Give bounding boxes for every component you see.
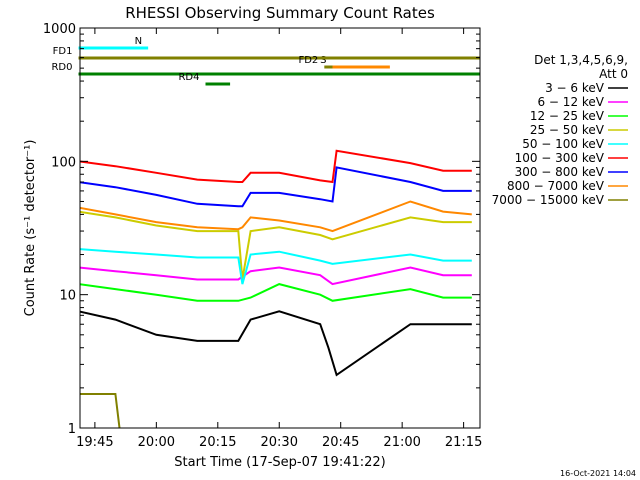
annotation-label-rd4: RD4 bbox=[178, 72, 199, 83]
legend-label-5: 100 − 300 keV bbox=[515, 151, 605, 165]
annotation-label-n: N bbox=[135, 36, 142, 47]
y-tick-label-2: 100 bbox=[51, 155, 76, 170]
series-line-2 bbox=[80, 283, 472, 302]
annotation-label-s: S bbox=[320, 55, 326, 66]
series-line-8 bbox=[80, 393, 121, 428]
legend-label-8: 7000 − 15000 keV bbox=[492, 193, 605, 207]
x-tick-label-0: 19:45 bbox=[76, 435, 113, 450]
y-tick-label-1: 10 bbox=[59, 289, 76, 304]
legend-header-line-1: Att 0 bbox=[599, 67, 628, 81]
legend-header-line-0: Det 1,3,4,5,6,9, bbox=[534, 53, 628, 67]
annotation-label-fd1: FD1 bbox=[53, 46, 73, 57]
series-line-1 bbox=[80, 266, 472, 286]
x-tick-label-2: 20:15 bbox=[199, 435, 236, 450]
x-tick-label-3: 20:30 bbox=[261, 435, 298, 450]
legend-label-3: 25 − 50 keV bbox=[530, 123, 605, 137]
x-tick-label-1: 20:00 bbox=[138, 435, 175, 450]
series-line-6 bbox=[80, 166, 472, 208]
series-line-0 bbox=[80, 310, 472, 377]
plot-frame bbox=[79, 27, 481, 429]
annotation-label-fd2: FD2 bbox=[298, 55, 318, 66]
y-tick-label-3: 1000 bbox=[43, 22, 76, 37]
series-line-3 bbox=[80, 210, 472, 280]
y-axis-label: Count Rate (s⁻¹ detector⁻¹) bbox=[23, 140, 38, 317]
timestamp: 16-Oct-2021 14:04 bbox=[560, 469, 636, 478]
legend-label-2: 12 − 25 keV bbox=[530, 109, 605, 123]
annotation-label-rd0: RD0 bbox=[51, 62, 72, 73]
legend-label-0: 3 − 6 keV bbox=[545, 81, 605, 95]
series-line-4 bbox=[80, 248, 472, 285]
series-line-5 bbox=[80, 149, 472, 184]
x-tick-label-6: 21:15 bbox=[445, 435, 482, 450]
chart-title: RHESSI Observing Summary Count Rates bbox=[125, 4, 435, 22]
y-tick-label-0: 1 bbox=[68, 422, 76, 437]
x-axis-label: Start Time (17-Sep-07 19:41:22) bbox=[174, 455, 385, 470]
legend-label-1: 6 − 12 keV bbox=[537, 95, 604, 109]
series-line-7 bbox=[80, 200, 472, 233]
legend-label-7: 800 − 7000 keV bbox=[507, 179, 605, 193]
legend-label-4: 50 − 100 keV bbox=[522, 137, 605, 151]
legend-label-6: 300 − 800 keV bbox=[515, 165, 605, 179]
x-tick-label-4: 20:45 bbox=[322, 435, 359, 450]
x-tick-label-5: 21:00 bbox=[383, 435, 420, 450]
